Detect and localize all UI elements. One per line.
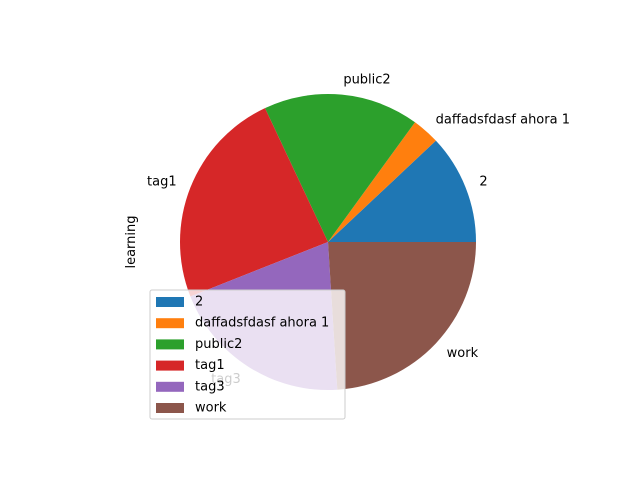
legend-swatch-3 bbox=[156, 360, 184, 371]
legend-swatch-1 bbox=[156, 318, 184, 329]
pie-slice-1 bbox=[328, 122, 436, 242]
y-axis-label: learning bbox=[124, 215, 139, 268]
legend-swatch-4 bbox=[156, 381, 184, 392]
legend-swatch-2 bbox=[156, 339, 184, 350]
legend: 2 daffadsfdasf ahora 1 public2 tag1 tag3 work bbox=[149, 289, 346, 420]
legend-label-5: work bbox=[195, 401, 227, 416]
legend-swatch-5 bbox=[156, 403, 184, 413]
pie-slice-2 bbox=[264, 94, 415, 242]
slice-label-2: public2 bbox=[343, 72, 390, 87]
slice-label-3: tag1 bbox=[147, 175, 177, 190]
slice-label-1: daffadsfdasf ahora 1 bbox=[436, 112, 570, 127]
pie-slice-3 bbox=[179, 108, 328, 297]
legend-swatch-0 bbox=[156, 297, 184, 307]
slice-label-5: work bbox=[447, 346, 479, 361]
legend-label-0: 2 bbox=[195, 295, 203, 310]
slice-label-0: 2 bbox=[479, 175, 487, 190]
legend-frame bbox=[149, 289, 346, 420]
legend-label-4: tag3 bbox=[195, 379, 225, 394]
legend-label-3: tag1 bbox=[195, 358, 225, 373]
legend-label-2: public2 bbox=[195, 337, 242, 352]
pie-slice-5 bbox=[328, 242, 476, 390]
legend-label-1: daffadsfdasf ahora 1 bbox=[195, 316, 329, 331]
pie-slice-0 bbox=[328, 140, 476, 242]
